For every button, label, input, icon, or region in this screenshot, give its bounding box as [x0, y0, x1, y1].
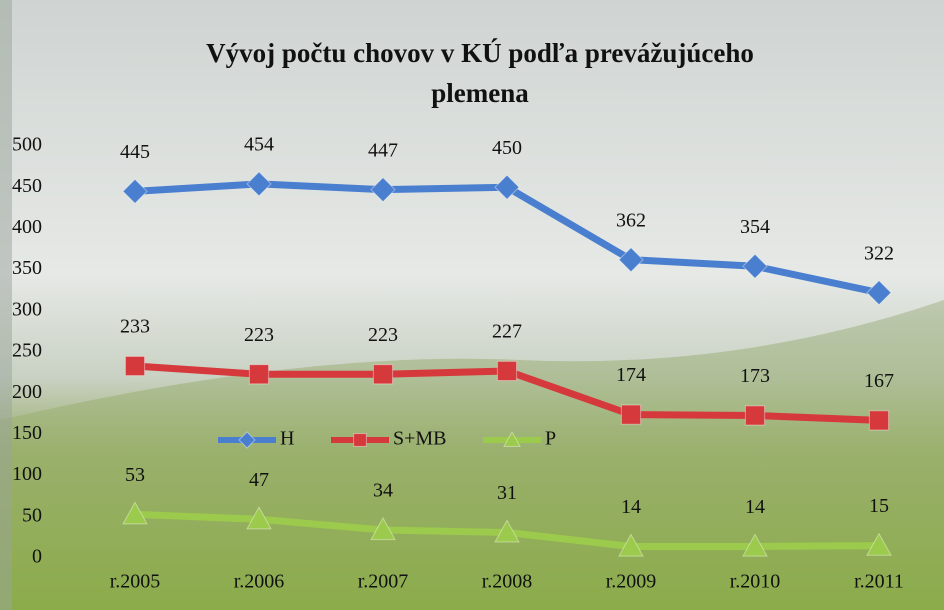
- marker: [353, 433, 367, 447]
- marker: [742, 533, 768, 557]
- x-tick-label: r.2009: [606, 571, 657, 593]
- marker: [246, 506, 272, 530]
- x-tick-label: r.2008: [482, 571, 533, 593]
- y-tick-label: 50: [22, 504, 42, 526]
- x-tick-label: r.2010: [730, 571, 781, 593]
- data-label: 34: [373, 480, 393, 502]
- marker: [744, 405, 766, 426]
- x-tick-label: r.2011: [854, 571, 904, 593]
- data-label: 322: [864, 242, 894, 264]
- legend-label: P: [545, 428, 556, 450]
- data-label: 362: [616, 209, 646, 231]
- marker: [620, 404, 642, 425]
- y-tick-label: 500: [12, 134, 42, 156]
- marker: [866, 532, 892, 556]
- y-tick-label: 0: [32, 546, 42, 568]
- marker: [503, 430, 521, 447]
- y-tick-label: 200: [12, 381, 42, 403]
- y-tick-label: 400: [12, 216, 42, 238]
- marker: [372, 364, 394, 385]
- data-label: 223: [244, 324, 274, 346]
- data-label: 14: [621, 496, 641, 518]
- marker: [618, 533, 644, 557]
- marker: [238, 431, 256, 449]
- data-label: 227: [492, 321, 522, 343]
- data-label: 167: [864, 370, 894, 392]
- frame-left: [0, 0, 12, 610]
- legend-label: H: [280, 428, 294, 450]
- marker: [494, 174, 520, 200]
- y-tick-label: 350: [12, 257, 42, 279]
- marker: [122, 501, 148, 525]
- chart-title-line: plemena: [431, 78, 529, 108]
- chart-title-line: Vývoj počtu chovov v KÚ podľa prevážujúc…: [206, 38, 754, 68]
- data-label: 454: [244, 133, 274, 155]
- data-label: 447: [368, 139, 398, 161]
- data-label: 354: [740, 216, 770, 238]
- y-tick-label: 450: [12, 175, 42, 197]
- marker: [866, 279, 892, 306]
- marker: [124, 355, 146, 377]
- data-label: 31: [497, 482, 517, 504]
- data-label: 47: [249, 469, 269, 491]
- marker: [868, 410, 890, 431]
- marker: [496, 360, 518, 382]
- marker: [370, 516, 396, 541]
- data-label: 445: [120, 141, 150, 163]
- marker: [494, 519, 520, 543]
- legend-label: S+MB: [393, 428, 447, 450]
- marker: [246, 171, 272, 197]
- data-label: 233: [120, 316, 150, 338]
- marker: [248, 364, 270, 385]
- y-tick-label: 250: [12, 340, 42, 362]
- y-tick-label: 300: [12, 298, 42, 320]
- data-label: 14: [745, 496, 765, 518]
- background-hill: [0, 300, 944, 610]
- x-tick-label: r.2006: [234, 571, 285, 593]
- data-label: 53: [125, 464, 145, 486]
- chart-title: Vývoj počtu chovov v KÚ podľa prevážujúc…: [206, 38, 754, 108]
- data-label: 223: [368, 324, 398, 346]
- marker: [370, 176, 396, 203]
- marker: [618, 247, 644, 273]
- data-label: 15: [869, 495, 889, 517]
- x-tick-label: r.2005: [110, 571, 161, 593]
- marker: [122, 178, 148, 205]
- data-label: 174: [616, 364, 646, 386]
- data-label: 173: [740, 365, 770, 387]
- y-tick-label: 100: [12, 463, 42, 485]
- marker: [742, 253, 768, 280]
- data-label: 450: [492, 137, 522, 159]
- x-tick-label: r.2007: [358, 571, 409, 593]
- y-tick-label: 150: [12, 422, 42, 444]
